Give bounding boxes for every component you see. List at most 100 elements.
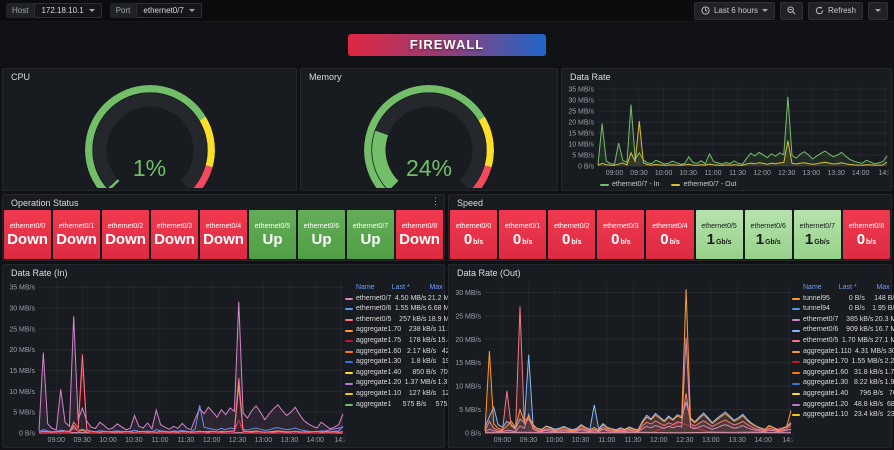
legend-row[interactable]: aggregate1 575 B/s 575 B/s	[345, 400, 459, 411]
svg-text:09:30: 09:30	[630, 170, 648, 177]
tile-interface-name: ethernet0/6	[750, 222, 786, 230]
series-swatch-icon	[792, 350, 800, 353]
host-select[interactable]: 172.18.10.1	[34, 3, 102, 18]
svg-text:09:00: 09:00	[606, 170, 624, 177]
legend-row[interactable]: ethernet0/7 385 kB/s20.3 MB/s	[792, 315, 894, 326]
series-max: 1.93 MB/s	[884, 379, 894, 387]
tile-value: 1Gb/s	[755, 230, 781, 248]
legend-row[interactable]: ethernet0/51.70 MB/s27.1 MB/s	[792, 336, 894, 347]
legend-row[interactable]: ethernet0/7 4.50 MB/s 21.2 MB/s	[345, 294, 459, 305]
legend-row[interactable]: aggregate1.201.37 MB/s1.37 MB/s	[345, 378, 469, 389]
svg-text:10 MB/s: 10 MB/s	[568, 142, 594, 149]
panel-menu-icon[interactable]: ⋮	[431, 196, 440, 206]
svg-text:14:00: 14:00	[307, 437, 325, 444]
series-name: aggregate1.40	[803, 389, 849, 397]
series-swatch-icon	[792, 340, 800, 343]
series-name: aggregate1.70	[356, 326, 402, 334]
legend-item[interactable]: ethernet0/7 - Out	[671, 181, 736, 188]
zoom-out-button[interactable]	[779, 1, 803, 20]
svg-text:13:30: 13:30	[827, 170, 845, 177]
series-last: 4.50 MB/s	[394, 294, 427, 302]
series-max: 27.1 MB/s	[874, 336, 894, 344]
tile-interface-name: ethernet0/4	[652, 222, 688, 230]
svg-text:25 MB/s: 25 MB/s	[568, 109, 594, 116]
series-last: 8.22 kB/s	[853, 379, 884, 387]
panel-title: Data Rate (In)	[11, 268, 68, 278]
legend-row[interactable]: aggregate1.60 31.8 kB/s1.77 MB/s	[792, 368, 894, 379]
banner-row: FIREWALL	[0, 34, 894, 56]
tile-value: Down	[105, 230, 146, 248]
status-tile: ethernet0/0 0b/s	[450, 210, 498, 259]
tile-value: 0b/s	[611, 230, 631, 248]
legend-row[interactable]: ethernet0/6 909 kB/s16.7 MB/s	[792, 325, 894, 336]
legend-row[interactable]: aggregate1.602.17 kB/s427 kB/s	[345, 347, 469, 358]
legend-item[interactable]: ethernet0/7 - In	[600, 181, 659, 188]
svg-text:10:00: 10:00	[546, 437, 564, 444]
legend-row[interactable]: aggregate1.40 796 B/s 763 kB/s	[792, 389, 894, 400]
status-tile: ethernet0/6 1Gb/s	[744, 210, 792, 259]
series-swatch-icon	[345, 340, 353, 343]
series-swatch-icon	[345, 372, 353, 375]
data-rate-legend: ethernet0/7 - In ethernet0/7 - Out	[600, 181, 736, 188]
tile-value: 1Gb/s	[804, 230, 830, 248]
svg-text:09:30: 09:30	[520, 437, 538, 444]
svg-text:11:00: 11:00	[598, 437, 615, 444]
legend-table-header[interactable]: Name Last * Max	[803, 284, 890, 291]
svg-text:13:30: 13:30	[281, 437, 299, 444]
speed-tiles: ethernet0/0 0b/s ethernet0/1 0b/s ethernet0/…	[450, 210, 890, 259]
series-swatch-icon	[792, 361, 800, 364]
series-last: 1.55 MB/s	[851, 358, 884, 366]
legend-row[interactable]: aggregate1.20 48.8 kB/s68.2 kB/s	[792, 400, 894, 411]
time-series-plot: 0 B/s 5 MB/s 10 MB/s 15 MB/s 20 MB/s 25 MB/s 3…	[568, 87, 889, 177]
panel-title: Data Rate (Out)	[457, 268, 521, 278]
svg-text:11:00: 11:00	[705, 170, 722, 177]
refresh-interval-dropdown[interactable]	[868, 1, 888, 20]
toolbar: Host 172.18.10.1 Port ethernet0/7 Last 6…	[0, 0, 894, 22]
panel-title: Speed	[457, 198, 484, 208]
series-swatch-icon	[345, 329, 353, 332]
svg-text:12:00: 12:00	[203, 437, 221, 444]
tile-value: 1Gb/s	[706, 230, 732, 248]
status-tile: ethernet0/1 Down	[53, 210, 100, 259]
time-range-picker[interactable]: Last 6 hours	[693, 1, 775, 20]
svg-text:14:3: 14:3	[334, 437, 345, 444]
tile-unit: b/s	[522, 238, 533, 246]
series-max: 763 kB/s	[888, 389, 894, 397]
series-max: 21.2 MB/s	[427, 294, 460, 302]
legend-row[interactable]: tunnel94 0 B/s 1.95 B/s	[792, 304, 894, 315]
port-variable: Port ethernet0/7	[109, 3, 202, 18]
status-tile: ethernet0/0 Down	[4, 210, 51, 259]
series-last: 31.8 kB/s	[853, 368, 884, 376]
legend-row[interactable]: ethernet0/5 257 kB/s 18.9 MB/s	[345, 315, 459, 326]
series-name: aggregate1.20	[803, 400, 849, 408]
tile-interface-name: ethernet0/8	[848, 222, 885, 230]
tile-unit: b/s	[473, 238, 484, 246]
refresh-button[interactable]: Refresh	[807, 1, 863, 20]
legend-row[interactable]: aggregate1.701.55 MB/s2.22 MB/s	[792, 357, 894, 368]
tile-unit: b/s	[866, 238, 877, 246]
tile-unit: Gb/s	[765, 238, 781, 246]
svg-text:15 MB/s: 15 MB/s	[568, 131, 594, 138]
legend-row[interactable]: ethernet0/6 1.55 MB/s 6.68 MB/s	[345, 304, 459, 315]
series-swatch-icon	[792, 319, 800, 322]
legend-row[interactable]: tunnel95 0 B/s 148 B/s	[792, 294, 894, 305]
svg-text:0 B/s: 0 B/s	[578, 164, 594, 171]
status-tile: ethernet0/1 0b/s	[499, 210, 547, 259]
series-name: ethernet0/7	[803, 315, 839, 323]
series-max: 16.7 MB/s	[874, 326, 894, 334]
series-last: 0 B/s	[848, 305, 865, 313]
legend-table-header[interactable]: Name Last * Max	[356, 284, 443, 291]
port-select[interactable]: ethernet0/7	[136, 3, 202, 18]
tile-value: Down	[7, 230, 48, 248]
svg-text:12:00: 12:00	[753, 170, 771, 177]
legend-row[interactable]: aggregate1.10 23.4 kB/s23.4 kB/s	[792, 410, 894, 421]
svg-text:25 MB/s: 25 MB/s	[9, 326, 35, 333]
legend-row[interactable]: aggregate1.30 8.22 kB/s1.93 MB/s	[792, 378, 894, 389]
legend-row[interactable]: aggregate1.301.8 kB/s191 kB/s	[345, 357, 469, 368]
